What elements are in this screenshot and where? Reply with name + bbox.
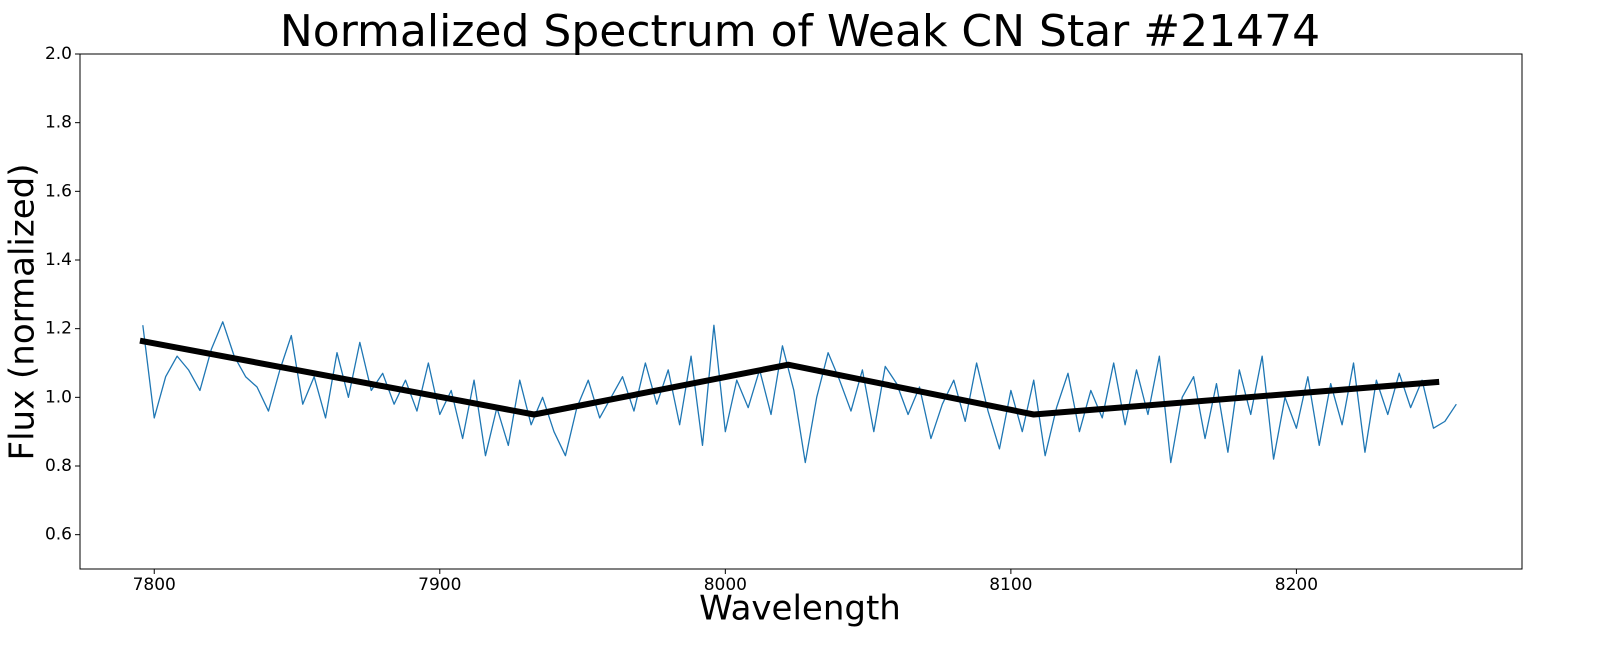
x-tick-label: 7800 xyxy=(133,575,176,595)
x-axis-label: Wavelength xyxy=(699,589,901,629)
chart-title: Normalized Spectrum of Weak CN Star #214… xyxy=(280,6,1320,57)
y-tick-label: 1.6 xyxy=(45,181,72,201)
x-tick-label: 8100 xyxy=(989,575,1032,595)
series-line xyxy=(139,337,1440,418)
y-axis-label: Flux (normalized) xyxy=(3,164,43,461)
plot-frame xyxy=(79,53,1523,570)
y-tick-label: 2.0 xyxy=(45,44,72,64)
x-tick-label: 8000 xyxy=(704,575,747,595)
y-tick-label: 0.8 xyxy=(45,456,72,476)
series-line xyxy=(142,321,1457,464)
y-tick-label: 1.8 xyxy=(45,113,72,133)
y-tick-label: 0.6 xyxy=(45,525,72,545)
y-tick-label: 1.4 xyxy=(45,250,72,270)
x-tick-label: 8200 xyxy=(1275,575,1318,595)
y-tick-label: 1.0 xyxy=(45,387,72,407)
y-tick-label: 1.2 xyxy=(45,319,72,339)
x-tick-label: 7900 xyxy=(418,575,461,595)
